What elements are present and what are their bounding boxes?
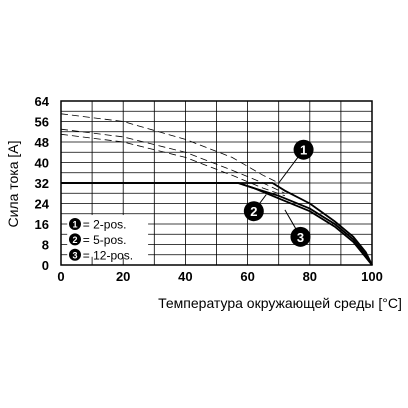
dashed-curve-3: [60, 133, 286, 197]
derating-curve-3: [61, 182, 373, 266]
legend-marker-1: [68, 218, 81, 230]
plot-frame: [60, 100, 373, 266]
legend-background: [67, 215, 149, 257]
x-axis-label: Температура окружающей среды [°C]: [158, 295, 402, 311]
legend-label: = 12-pos.: [83, 248, 133, 262]
callouts: 1 2 3: [243, 139, 314, 247]
x-tick-label: 0: [57, 269, 64, 284]
y-tick-label: 64: [35, 94, 50, 109]
x-tick-label: 100: [361, 269, 383, 284]
y-tick-label: 40: [35, 156, 49, 171]
callout-number: 3: [297, 230, 304, 245]
legend-marker-2: [68, 233, 81, 246]
x-tick-label: 20: [116, 269, 130, 284]
x-tick-labels: 0 20 40 60 80 100: [57, 269, 382, 284]
x-tick-label: 60: [240, 269, 254, 284]
x-tick-label: 80: [303, 269, 317, 284]
callout-circle-2: [243, 201, 264, 222]
y-tick-label: 24: [35, 197, 50, 212]
legend-marker-3: [68, 248, 81, 261]
legend: 1 = 2-pos. 2 = 5-pos. 3 = 12-pos.: [67, 215, 149, 262]
legend-marker-number: 1: [72, 220, 77, 230]
legend-marker-number: 2: [72, 235, 77, 245]
derating-curve-1: [61, 182, 373, 266]
dashed-curve-2: [60, 128, 286, 194]
y-tick-label: 32: [35, 176, 49, 191]
callout-circle-3: [290, 226, 311, 247]
y-axis-label: Сила тока [A]: [5, 140, 21, 227]
callout-circle-1: [293, 139, 314, 160]
legend-label: = 2-pos.: [83, 218, 127, 232]
y-tick-label: 8: [42, 238, 49, 253]
y-tick-label: 48: [35, 135, 49, 150]
y-tick-label: 56: [35, 115, 49, 130]
y-tick-label: 16: [35, 217, 49, 232]
y-tick-label: 0: [42, 258, 49, 273]
legend-marker-number: 3: [72, 250, 77, 260]
legend-label: = 5-pos.: [83, 233, 127, 247]
callout-number: 1: [300, 143, 307, 158]
y-tick-labels: 0 8 16 24 32 40 48 56 64: [35, 94, 50, 273]
series-layer: [60, 113, 373, 266]
x-tick-label: 40: [178, 269, 192, 284]
callout-number: 2: [250, 204, 257, 219]
